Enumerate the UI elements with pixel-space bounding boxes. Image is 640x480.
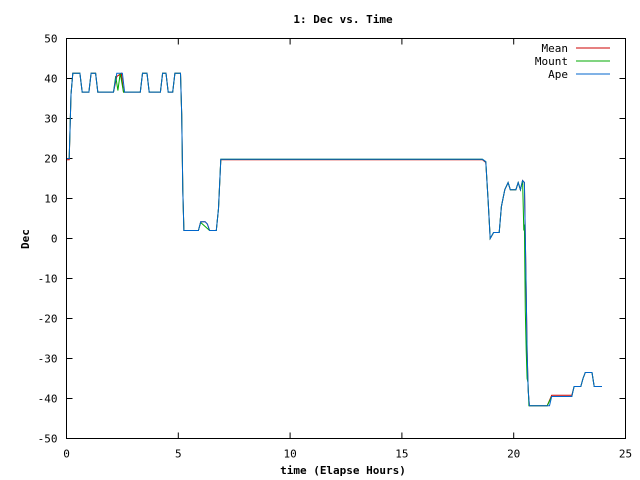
x-tick-label: 25: [619, 448, 632, 461]
series-line-mean: [66, 72, 602, 407]
y-tick-label: -50: [38, 433, 58, 446]
y-tick-label: 50: [44, 33, 57, 46]
y-axis-label: Dec: [19, 229, 32, 249]
series-line-ape: [66, 72, 602, 407]
x-tick-label: 20: [507, 448, 520, 461]
legend-label-mount: Mount: [535, 55, 568, 68]
x-tick-label: 10: [283, 448, 296, 461]
x-tick-label: 0: [63, 448, 70, 461]
series-line-mount: [66, 72, 602, 407]
axis-ticks: -50 -40 -30 -20 -10 0 10 20 30 40 50 0 5 10 15 20 25: [38, 33, 633, 461]
legend-label-mean: Mean: [542, 42, 569, 55]
y-tick-label: 20: [44, 153, 57, 166]
plot-lines: [66, 72, 602, 407]
chart-title: 1: Dec vs. Time: [293, 13, 393, 26]
y-tick-label: 0: [51, 233, 58, 246]
x-tick-label: 15: [395, 448, 408, 461]
y-tick-label: 30: [44, 113, 57, 126]
y-tick-label: -10: [38, 273, 58, 286]
x-tick-label: 5: [175, 448, 182, 461]
legend-label-ape: Ape: [548, 68, 568, 81]
y-tick-label: 10: [44, 193, 57, 206]
x-axis-label: time (Elapse Hours): [280, 464, 406, 477]
y-tick-label: -40: [38, 393, 58, 406]
y-tick-label: -20: [38, 313, 58, 326]
plot-frame: [66, 38, 626, 439]
y-tick-label: -30: [38, 353, 58, 366]
y-tick-label: 40: [44, 73, 57, 86]
